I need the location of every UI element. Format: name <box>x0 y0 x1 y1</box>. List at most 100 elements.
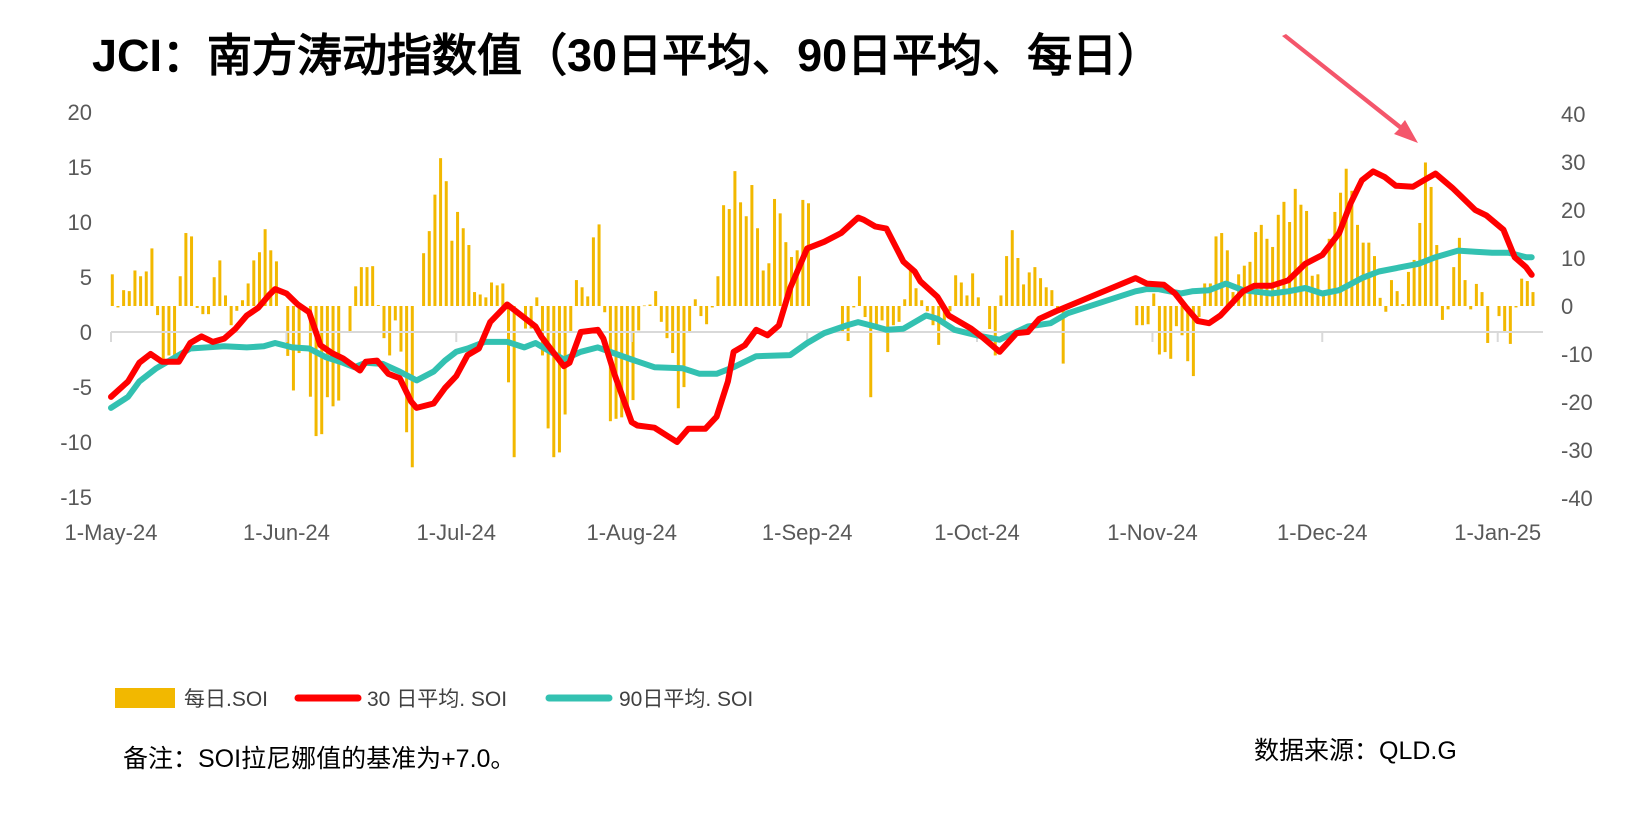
left-y-tick-label: -15 <box>60 485 92 510</box>
daily-bar <box>1152 293 1156 306</box>
daily-bar <box>750 185 754 306</box>
daily-bar <box>444 181 448 306</box>
daily-bar <box>484 297 488 306</box>
daily-bar <box>1271 246 1275 306</box>
daily-bar <box>495 285 499 306</box>
daily-bar <box>648 304 652 306</box>
daily-bar <box>1395 291 1399 306</box>
daily-bar <box>699 306 703 317</box>
daily-bar <box>778 213 782 306</box>
daily-bar <box>1378 297 1382 306</box>
daily-bar <box>891 306 895 326</box>
daily-bar <box>1186 306 1190 362</box>
left-y-tick-label: 5 <box>80 265 92 290</box>
daily-bar <box>722 205 726 306</box>
footnote: 备注：SOI拉尼娜值的基准为+7.0。 <box>123 745 515 773</box>
daily-bar <box>1372 256 1376 306</box>
daily-bar <box>1333 211 1337 306</box>
daily-bar <box>433 194 437 306</box>
daily-bar <box>269 250 273 306</box>
daily-bar <box>1022 284 1026 306</box>
daily-bar <box>178 276 182 306</box>
daily-bar <box>1044 287 1048 306</box>
left-y-tick-label: 10 <box>68 210 92 235</box>
daily-bar <box>993 306 997 356</box>
daily-bar <box>1299 204 1303 306</box>
right-y-tick-label: 30 <box>1561 150 1585 175</box>
daily-bar <box>971 273 975 306</box>
daily-bar <box>1508 306 1512 344</box>
daily-bar <box>546 306 550 429</box>
daily-bar <box>1412 259 1416 306</box>
daily-bar <box>688 306 692 332</box>
daily-bar <box>637 306 641 331</box>
daily-bar <box>473 292 477 306</box>
left-y-tick-label: -5 <box>72 375 92 400</box>
daily-bar <box>671 306 675 354</box>
daily-bar <box>501 283 505 306</box>
daily-bar <box>1474 283 1478 306</box>
daily-bar <box>127 291 131 306</box>
daily-bar <box>190 236 194 306</box>
daily-bar <box>863 306 867 318</box>
daily-bar <box>467 245 471 306</box>
legend-label-90day: 90日平均. SOI <box>619 688 753 711</box>
daily-bar <box>552 306 556 458</box>
daily-bar <box>903 299 907 306</box>
daily-bar <box>603 306 607 313</box>
daily-bar <box>937 306 941 345</box>
daily-bar <box>976 297 980 306</box>
daily-bar <box>597 224 601 306</box>
daily-bar <box>954 275 958 306</box>
daily-bar <box>739 202 743 306</box>
daily-bar <box>122 290 126 306</box>
daily-bar <box>654 291 658 306</box>
daily-bar <box>348 306 352 331</box>
daily-bar <box>857 276 861 306</box>
daily-bar <box>1039 278 1043 306</box>
daily-bar <box>195 306 199 308</box>
daily-bar <box>925 306 929 312</box>
daily-bar <box>948 306 952 312</box>
daily-bar <box>1242 265 1246 306</box>
x-tick-label: 1-Jan-25 <box>1454 520 1541 545</box>
daily-bar <box>354 286 358 306</box>
daily-bar <box>733 171 737 306</box>
daily-bar <box>852 306 856 308</box>
daily-bar <box>1497 306 1501 317</box>
daily-bar <box>1157 306 1161 355</box>
daily-bar <box>1389 280 1393 306</box>
daily-bar <box>1214 236 1218 306</box>
daily-bar <box>314 306 318 437</box>
daily-bar <box>965 295 969 306</box>
daily-bar <box>1520 278 1524 306</box>
daily-bar <box>320 306 324 435</box>
daily-bar <box>1446 306 1450 310</box>
daily-bar <box>207 306 211 315</box>
daily-bar <box>569 306 573 331</box>
daily-bar <box>767 263 771 306</box>
right-y-tick-label: 40 <box>1561 102 1585 127</box>
daily-bar <box>959 282 963 306</box>
daily-bar <box>1457 237 1461 306</box>
daily-bar <box>297 306 301 354</box>
daily-bar <box>388 306 392 356</box>
daily-bars <box>110 158 1535 468</box>
daily-bar <box>988 306 992 330</box>
daily-bar <box>642 305 646 307</box>
x-tick-label: 1-Sep-24 <box>762 520 853 545</box>
daily-bar <box>557 306 561 453</box>
daily-bar <box>274 261 278 306</box>
daily-bar <box>427 231 431 306</box>
daily-bar <box>393 306 397 321</box>
daily-bar <box>246 283 250 306</box>
daily-bar <box>1203 283 1207 306</box>
left-y-axis: 20 15 10 5 0 -5 -10 -15 <box>60 100 92 510</box>
daily-bar <box>450 240 454 306</box>
daily-bar <box>1525 281 1529 306</box>
daily-bar <box>869 306 873 398</box>
data-source: 数据来源：QLD.G <box>1254 737 1457 765</box>
daily-bar <box>1480 292 1484 306</box>
daily-bar <box>167 306 171 356</box>
